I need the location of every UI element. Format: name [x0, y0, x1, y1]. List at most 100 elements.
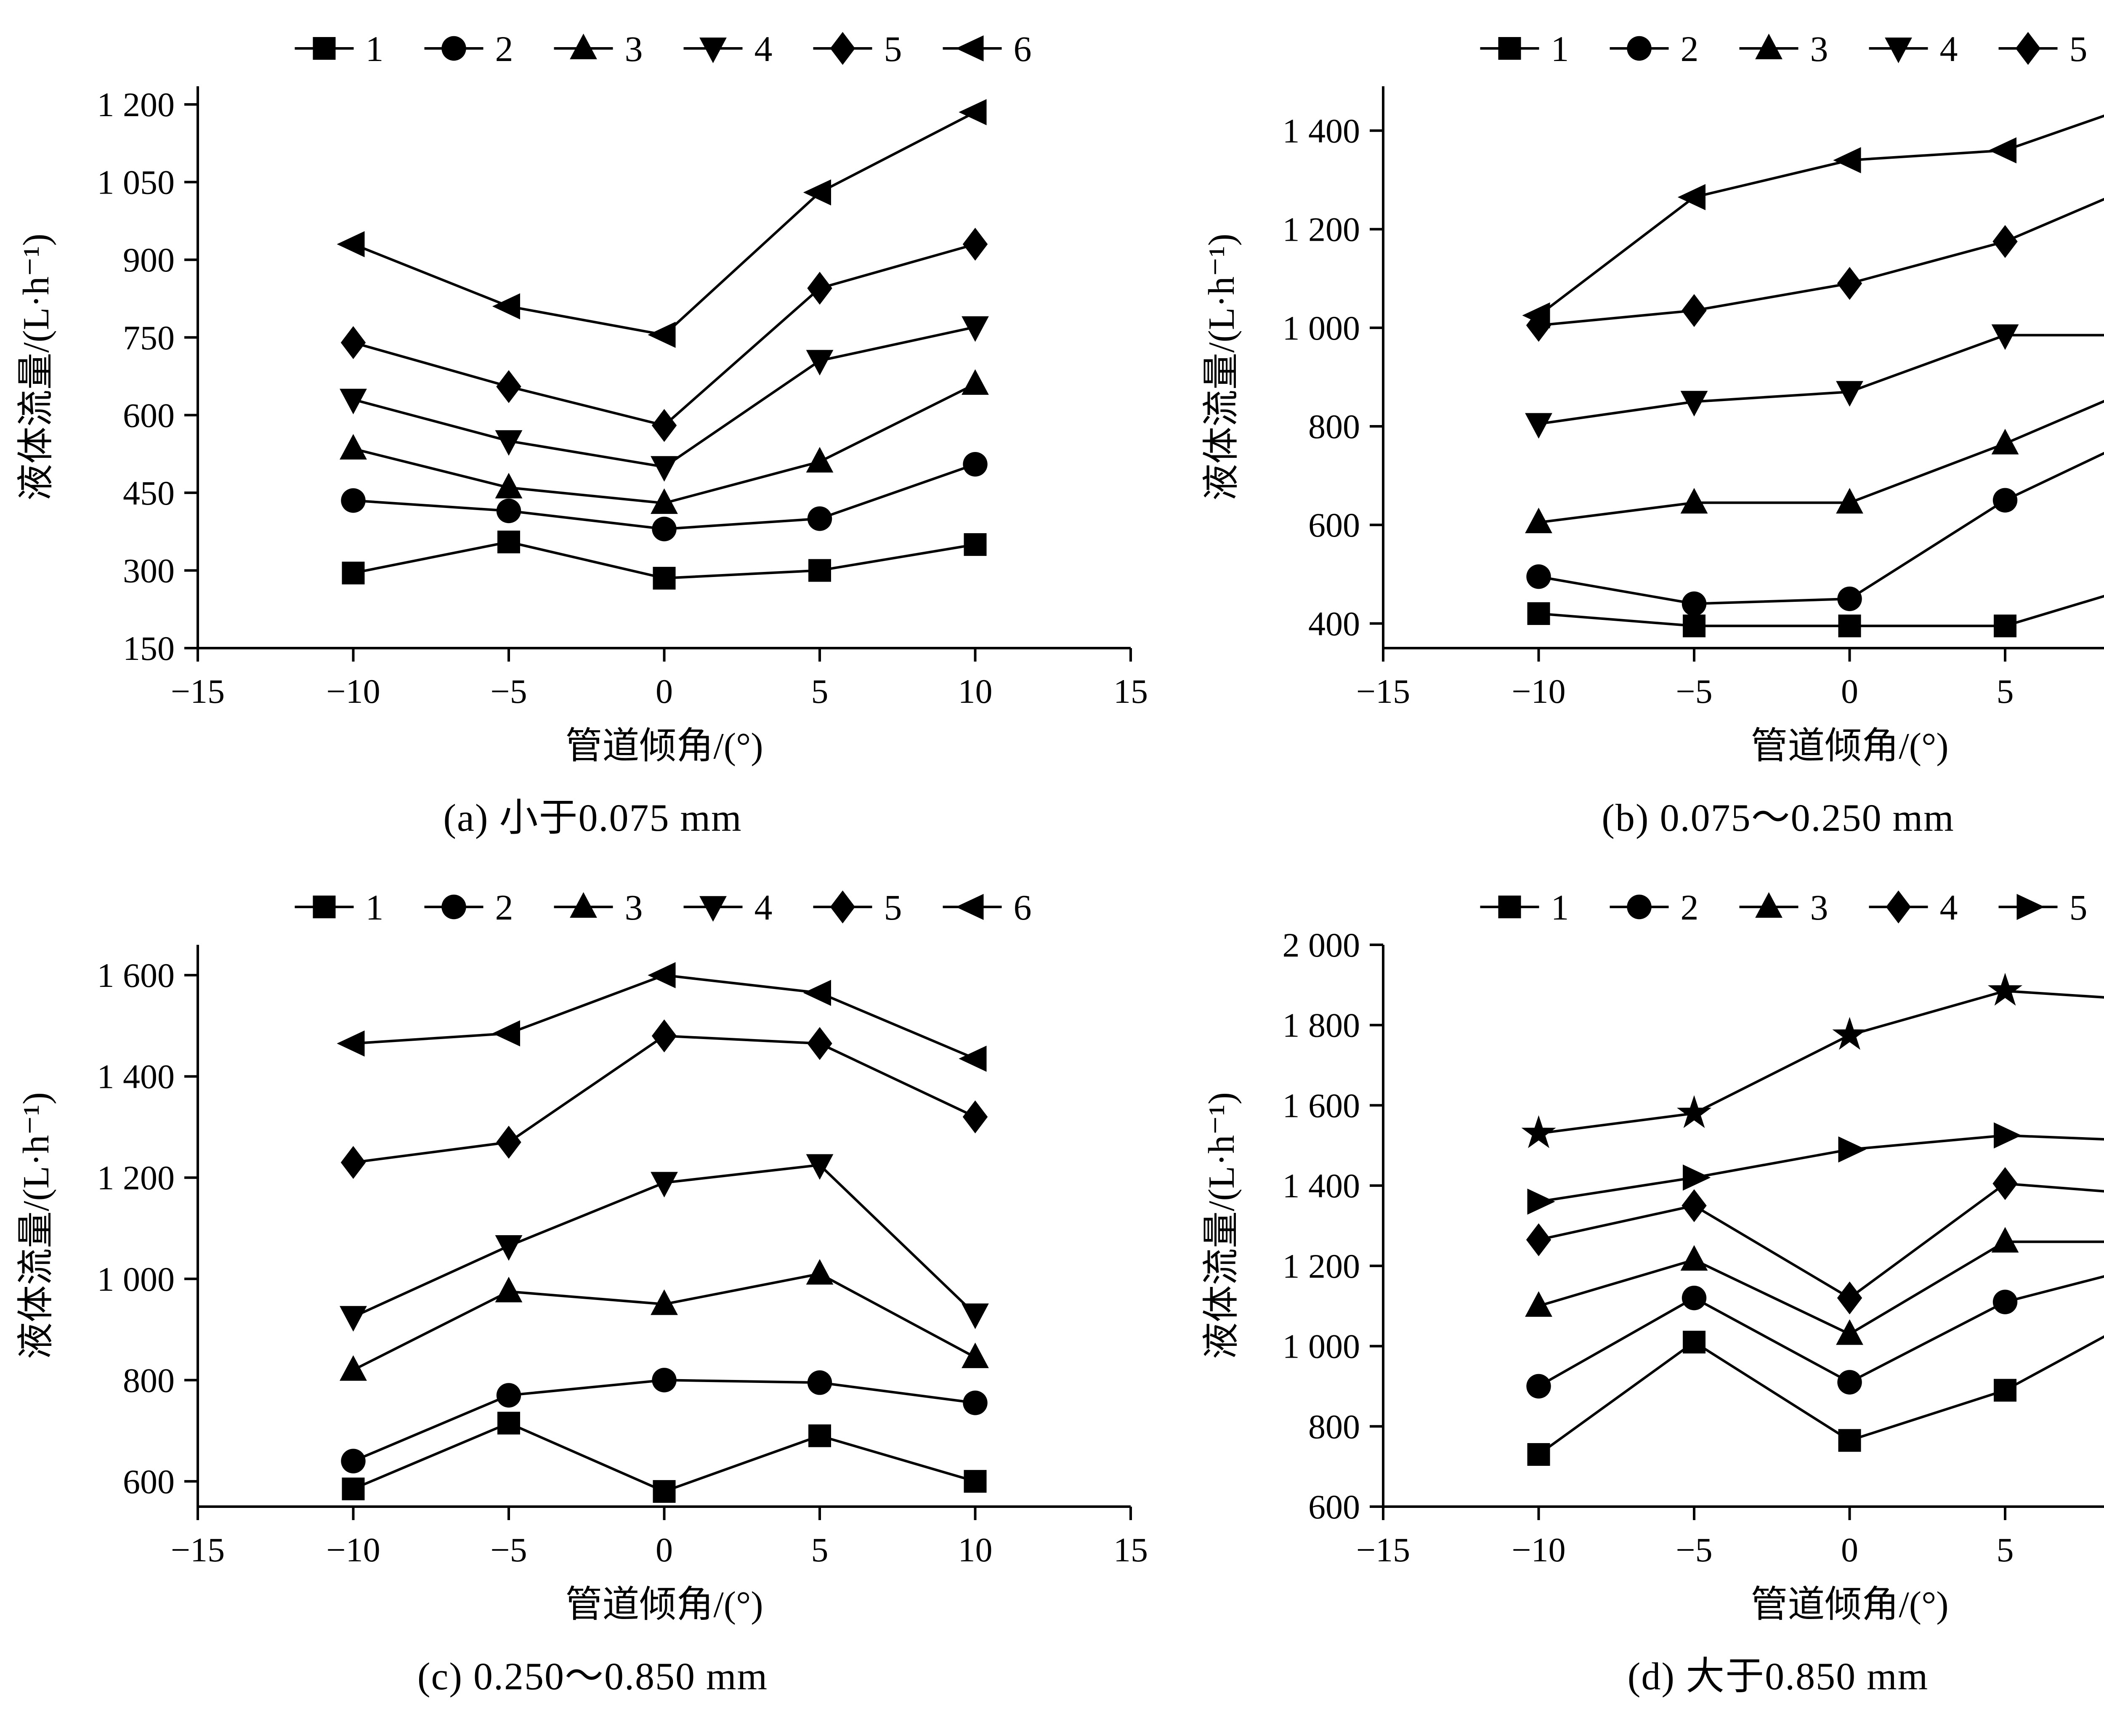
series-6: [337, 99, 987, 348]
svg-text:−15: −15: [171, 672, 225, 710]
x-axis-title: 管道倾角/(°): [1751, 1584, 1948, 1625]
axes: [184, 945, 1132, 1520]
svg-text:1 000: 1 000: [1283, 1327, 1360, 1366]
svg-text:1 200: 1 200: [97, 1159, 175, 1197]
svg-text:1 400: 1 400: [1283, 1167, 1360, 1205]
svg-text:5: 5: [884, 887, 902, 928]
x-axis-title: 管道倾角/(°): [565, 726, 763, 767]
svg-text:2: 2: [495, 887, 513, 928]
axes: [1370, 944, 2104, 1520]
chart-a: −15 −10 −5 0 5 10 15 150 300 450 600 750 900 1 050 1 2…: [0, 8, 1185, 779]
series-1: [1527, 1331, 2104, 1466]
svg-text:3: 3: [1810, 887, 1828, 928]
series-6: [1521, 973, 2104, 1148]
legend-item-4: 4: [1869, 887, 1958, 928]
axes: [184, 86, 1132, 662]
series-3: [340, 369, 989, 514]
svg-text:1 200: 1 200: [1283, 1247, 1360, 1285]
svg-text:2: 2: [1681, 887, 1699, 928]
series-1: [342, 1412, 987, 1503]
svg-text:600: 600: [1308, 506, 1360, 544]
svg-text:1 600: 1 600: [97, 956, 175, 994]
svg-text:1 400: 1 400: [97, 1058, 175, 1096]
legend-item-5: 5: [813, 887, 902, 928]
legend-item-3: 3: [1739, 887, 1828, 928]
svg-text:5: 5: [2069, 29, 2088, 69]
legend-item-2: 2: [1610, 29, 1699, 69]
legend-item-2: 2: [424, 887, 513, 928]
svg-text:−5: −5: [490, 672, 527, 710]
chart-c: −15 −10 −5 0 5 10 15 600 800 1 000 1 200 1 400 1 600…: [0, 867, 1185, 1637]
svg-text:800: 800: [123, 1361, 175, 1399]
svg-text:400: 400: [1308, 604, 1360, 643]
series-6: [1522, 114, 2104, 329]
legend-item-2: 2: [424, 29, 513, 69]
series-4: [1525, 324, 2104, 439]
svg-text:15: 15: [1113, 672, 1148, 710]
svg-text:5: 5: [884, 29, 902, 69]
series-1: [342, 530, 987, 590]
svg-text:450: 450: [123, 474, 175, 512]
legend-item-6: 6: [943, 887, 1032, 928]
svg-text:2: 2: [1681, 29, 1699, 69]
svg-text:1 400: 1 400: [1283, 112, 1360, 150]
series-2: [341, 452, 988, 542]
caption-d: (d) 大于0.850 mm: [1627, 1655, 1929, 1698]
series-4: [1526, 1167, 2104, 1315]
y-tick-labels: 600 800 1 000 1 200 1 400 1 600: [97, 956, 175, 1501]
svg-text:−10: −10: [326, 672, 380, 710]
legend-item-1: 1: [1480, 887, 1569, 928]
y-tick-labels: 150 300 450 600 750 900 1 050 1 200: [97, 85, 175, 667]
svg-text:−5: −5: [1676, 1531, 1712, 1569]
series-3: [1525, 1227, 2104, 1345]
svg-text:5: 5: [1997, 1531, 2014, 1569]
svg-text:300: 300: [123, 551, 175, 590]
legend-item-1: 1: [295, 887, 384, 928]
svg-text:5: 5: [2069, 887, 2088, 928]
svg-text:3: 3: [1810, 29, 1828, 69]
svg-text:2: 2: [495, 29, 513, 69]
svg-text:0: 0: [1841, 1531, 1858, 1569]
svg-text:1 800: 1 800: [1283, 1006, 1360, 1045]
svg-text:15: 15: [1113, 1531, 1148, 1569]
svg-text:900: 900: [123, 241, 175, 279]
svg-text:−15: −15: [1356, 1531, 1410, 1569]
svg-text:1 050: 1 050: [97, 163, 175, 202]
legend-item-3: 3: [1739, 29, 1828, 69]
svg-text:1 600: 1 600: [1283, 1086, 1360, 1125]
caption-a: (a) 小于0.075 mm: [443, 796, 742, 839]
svg-text:10: 10: [958, 672, 993, 710]
svg-text:−5: −5: [490, 1531, 527, 1569]
legend-item-3: 3: [554, 29, 643, 69]
svg-text:6: 6: [1014, 887, 1032, 928]
svg-text:−15: −15: [1356, 672, 1410, 710]
svg-text:1: 1: [366, 29, 384, 69]
series-1: [1527, 595, 2104, 638]
svg-text:600: 600: [123, 396, 175, 434]
series-5: [340, 228, 988, 442]
svg-text:−15: −15: [171, 1531, 225, 1569]
caption-c: (c) 0.250～0.850 mm: [417, 1655, 768, 1698]
legend-item-2: 2: [1610, 887, 1699, 928]
svg-text:6: 6: [1014, 29, 1032, 69]
y-axis-title: 液体流量/(L·h⁻¹): [16, 234, 57, 501]
legend-item-5: 5: [1998, 887, 2088, 928]
legend-item-1: 1: [1480, 29, 1569, 69]
svg-text:1: 1: [1551, 887, 1569, 928]
svg-text:4: 4: [754, 29, 773, 69]
legend-item-6: 6: [943, 29, 1032, 69]
legend: 1 2 3 4 5 6: [295, 29, 1032, 69]
svg-text:600: 600: [123, 1462, 175, 1501]
series-2: [1526, 1275, 2104, 1399]
series-3: [1525, 400, 2104, 533]
svg-text:800: 800: [1308, 407, 1360, 446]
